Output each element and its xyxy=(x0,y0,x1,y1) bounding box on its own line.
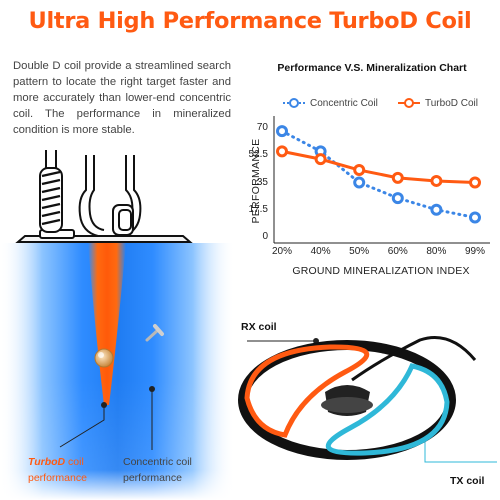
x-tick-label: 20% xyxy=(271,246,292,257)
x-tick-label: 60% xyxy=(387,246,408,257)
legend-turbod-label: TurboD Coil xyxy=(425,97,478,109)
turbod-pointer-dot xyxy=(101,402,107,408)
coil-cable-right xyxy=(351,336,477,382)
y-tick-label: 17.5 xyxy=(248,203,268,215)
turbod-label-suffix: coil xyxy=(65,456,84,468)
y-axis-label: PERFORMANCE xyxy=(250,138,262,224)
gold-nugget xyxy=(94,348,114,368)
turbod-performance-label: performance xyxy=(28,472,87,484)
data-point-concentric xyxy=(353,176,366,189)
data-point-turbod xyxy=(353,164,366,177)
legend-concentric: Concentric Coil xyxy=(283,97,378,109)
concentric-coil-label: Concentric coil xyxy=(123,456,192,468)
tx-coil-label: TX coil xyxy=(450,475,485,487)
tx-pointer xyxy=(424,440,497,463)
y-tick-label: 35 xyxy=(256,176,268,188)
turbod-pointer xyxy=(59,406,105,448)
rx-coil-label: RX coil xyxy=(241,321,277,333)
turbod-beam xyxy=(88,243,126,405)
beam-fade xyxy=(0,380,235,500)
legend-concentric-label: Concentric Coil xyxy=(310,97,378,109)
y-tick-label: 70 xyxy=(256,122,268,133)
x-tick-label: 40% xyxy=(310,246,331,257)
coil-bracket xyxy=(78,155,142,237)
y-tick-label: 0 xyxy=(262,231,268,242)
turbod-coil-label: TurboD coil xyxy=(28,456,84,468)
turbod-label-brand: TurboD xyxy=(28,456,66,468)
legend-concentric-swatch xyxy=(283,97,305,109)
data-point-concentric xyxy=(469,211,481,224)
page-title: Ultra High Performance TurboD Coil xyxy=(28,8,472,34)
chart-plot-area xyxy=(273,116,490,244)
rx-winding xyxy=(244,344,370,438)
data-point-concentric xyxy=(391,192,404,205)
data-point-turbod xyxy=(469,176,481,189)
concentric-pointer-dot xyxy=(149,386,155,392)
coil-center-hub xyxy=(321,397,373,413)
tx-winding xyxy=(325,363,450,456)
chart-title: Performance V.S. Mineralization Chart xyxy=(277,62,467,74)
description-text: Double D coil provide a streamlined sear… xyxy=(13,60,231,136)
series-line-concentric xyxy=(280,129,477,220)
legend-turbod: TurboD Coil xyxy=(398,97,478,109)
x-axis-label: GROUND MINERALIZATION INDEX xyxy=(292,265,470,277)
x-tick-label: 50% xyxy=(349,246,370,257)
legend-turbod-swatch xyxy=(398,97,420,109)
x-tick-label: 80% xyxy=(426,246,447,257)
detection-illustration xyxy=(0,150,235,500)
y-tick-label: 52.5 xyxy=(248,149,268,161)
data-point-concentric xyxy=(430,203,443,216)
concentric-performance-label: performance xyxy=(123,472,182,484)
x-tick-label: 99% xyxy=(464,246,485,257)
buried-nail xyxy=(145,324,164,342)
coil-cable xyxy=(39,150,63,233)
series-line-turbod xyxy=(281,149,476,184)
data-point-turbod xyxy=(391,171,404,184)
data-point-turbod xyxy=(314,153,327,166)
dd-coil-illustration xyxy=(238,336,497,463)
data-point-turbod xyxy=(430,174,443,187)
data-point-concentric xyxy=(276,125,288,138)
data-point-turbod xyxy=(276,145,288,158)
